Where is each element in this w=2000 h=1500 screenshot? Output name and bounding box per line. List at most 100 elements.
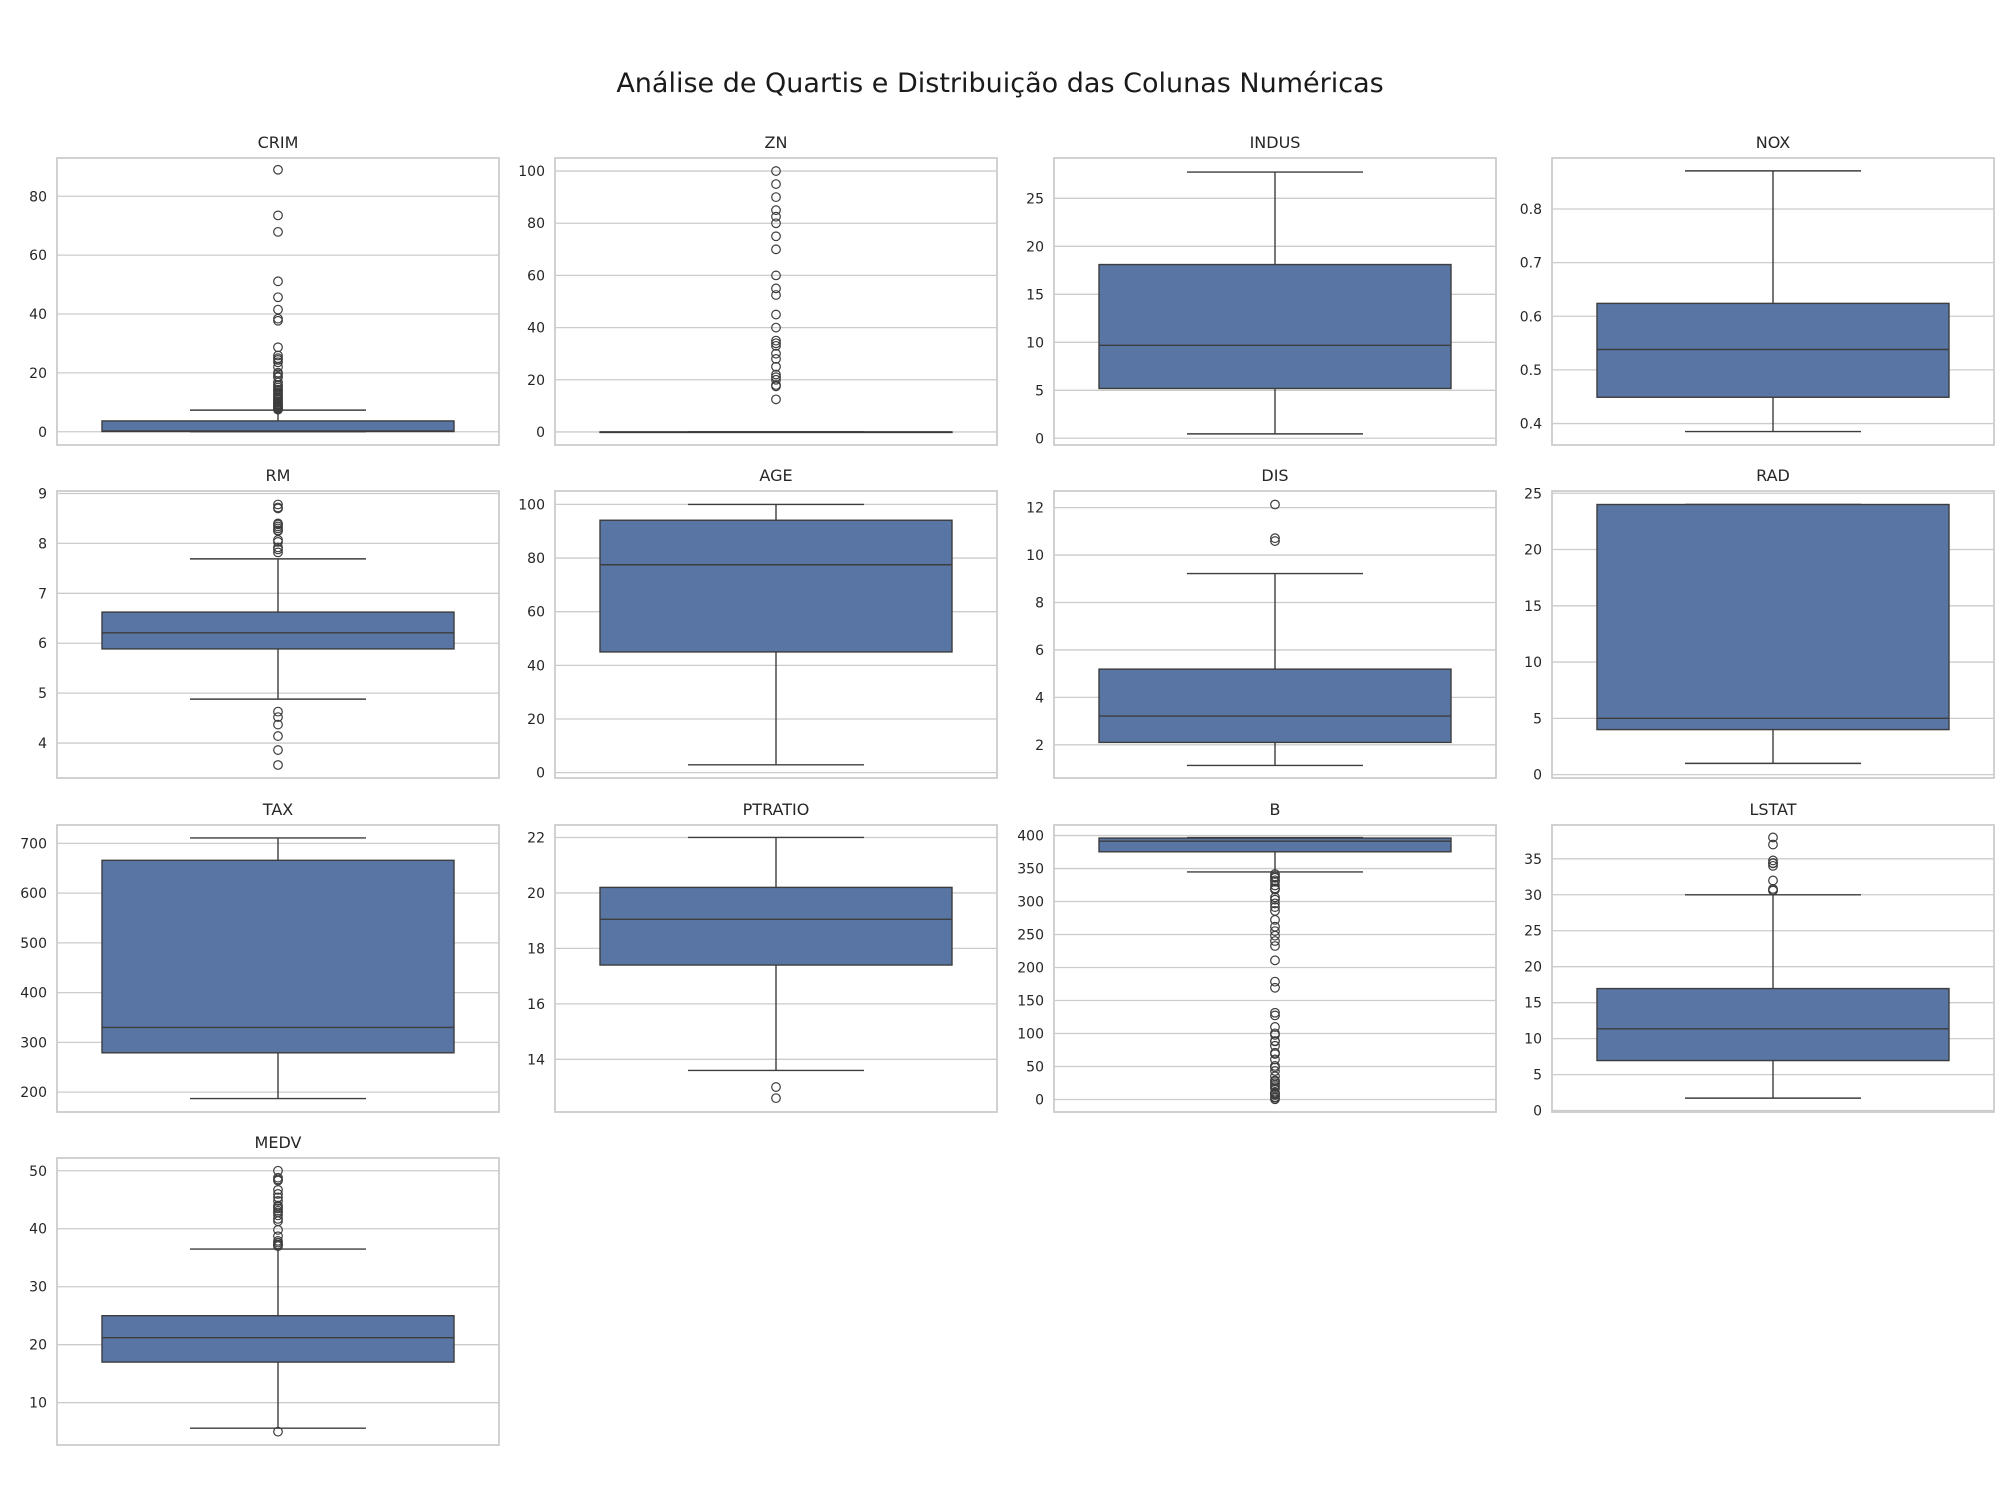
panel-nox: 0.4 0.5 0.6 0.7 0.8 NOX	[1520, 133, 1995, 446]
iqr-box	[1596, 987, 1950, 1062]
outlier-point	[771, 348, 781, 359]
outlier-point	[771, 211, 781, 222]
outlier-point	[273, 1172, 283, 1183]
y-tick-label: 50	[1026, 1059, 1044, 1075]
y-tick-label: 150	[1017, 993, 1044, 1009]
y-tick-label: 0	[38, 425, 47, 441]
outlier-point	[1270, 926, 1280, 936]
outlier-point	[1270, 906, 1280, 916]
panel-medv: 10 20 30 40 50 MEDV	[29, 1133, 500, 1446]
y-tick-label: 10	[1524, 655, 1542, 671]
panel-dis: 2 4 6 8 10 12 DIS	[1026, 466, 1497, 779]
outlier-point	[1270, 1028, 1280, 1039]
panel-title-lstat: LSTAT	[1749, 800, 1796, 819]
outlier-point	[273, 760, 283, 770]
y-tick-label: 600	[20, 886, 47, 902]
outlier-point	[273, 371, 283, 382]
outlier-point	[771, 1082, 781, 1092]
panel-title-b: B	[1270, 800, 1281, 819]
outlier-point	[273, 1426, 283, 1437]
y-tick-label: 30	[1524, 888, 1542, 904]
outlier-point	[771, 372, 781, 383]
outlier-point	[1270, 894, 1280, 905]
outlier-point	[1768, 839, 1778, 850]
outlier-point	[771, 179, 781, 189]
panel-indus: 0 5 10 15 20 25 INDUS	[1026, 133, 1497, 447]
outlier-point	[1768, 858, 1778, 868]
panel-title-zn: ZN	[765, 133, 788, 152]
panel-zn: 0 20 40 60 80 100 ZN	[518, 133, 998, 446]
y-tick-label: 0.4	[1520, 417, 1542, 433]
y-tick-label: 6	[1035, 643, 1044, 659]
outlier-point	[1270, 871, 1280, 882]
outlier-point	[1270, 941, 1280, 951]
panel-crim: 0 20 40 60 80 CRIM	[29, 133, 500, 446]
outlier-point	[1270, 1022, 1280, 1032]
y-tick-label: 20	[29, 1338, 47, 1354]
outlier-point	[771, 322, 781, 333]
outlier-point	[273, 502, 283, 513]
outlier-point	[771, 361, 781, 372]
outlier-point	[273, 1192, 283, 1203]
outlier-point	[1270, 1007, 1280, 1018]
iqr-box	[599, 886, 953, 966]
outlier-point	[273, 353, 283, 364]
outlier-point	[273, 357, 283, 368]
outlier-point	[1270, 536, 1280, 546]
y-tick-label: 6	[38, 636, 47, 652]
outlier-point	[273, 164, 283, 175]
outlier-point	[273, 1236, 283, 1246]
y-tick-label: 40	[29, 307, 47, 323]
outlier-point	[1270, 533, 1280, 544]
outlier-point	[1270, 1054, 1280, 1065]
panel-lstat: 0 5 10 15 20 25 30 35 LSTAT	[1524, 800, 1995, 1120]
y-tick-label: 0.5	[1520, 363, 1542, 379]
y-tick-label: 0	[536, 425, 545, 441]
outlier-point	[273, 1189, 283, 1199]
outlier-point	[1270, 1047, 1280, 1058]
y-tick-label: 12	[1026, 501, 1044, 517]
outlier-point	[1270, 499, 1280, 510]
y-tick-label: 400	[1017, 829, 1044, 845]
y-tick-label: 25	[1524, 486, 1542, 502]
y-tick-label: 15	[1524, 599, 1542, 615]
y-tick-label: 0	[1035, 1092, 1044, 1108]
y-tick-label: 8	[1035, 595, 1044, 611]
y-tick-label: 60	[527, 605, 545, 621]
iqr-box	[599, 519, 953, 653]
outlier-point	[771, 290, 781, 300]
panel-b: 0 50 100 150 200 250 300 350 400 B	[1017, 800, 1497, 1113]
outlier-point	[1270, 1010, 1280, 1021]
outlier-point	[273, 706, 283, 717]
outlier-point	[771, 231, 781, 242]
y-tick-label: 10	[29, 1396, 47, 1412]
panel-rm: 4 5 6 7 8 9 RM	[38, 466, 500, 779]
outlier-point	[273, 712, 283, 723]
y-tick-label: 10	[1026, 335, 1044, 351]
y-tick-label: 18	[527, 941, 545, 957]
outlier-point	[1270, 902, 1280, 912]
outlier-point	[1768, 855, 1778, 866]
y-tick-label: 40	[527, 321, 545, 337]
outlier-point	[1270, 921, 1280, 932]
outlier-point	[771, 380, 781, 390]
y-tick-label: 250	[1017, 928, 1044, 944]
outlier-point	[1270, 1040, 1280, 1051]
y-tick-label: 20	[1524, 960, 1542, 976]
y-tick-label: 100	[518, 164, 545, 180]
y-tick-label: 400	[20, 986, 47, 1002]
outlier-point	[1270, 1060, 1280, 1071]
y-tick-label: 100	[518, 497, 545, 513]
outlier-point	[273, 1184, 283, 1195]
y-tick-label: 5	[1533, 1068, 1542, 1084]
y-tick-label: 40	[527, 658, 545, 674]
y-tick-label: 60	[527, 268, 545, 284]
outlier-point	[771, 340, 781, 351]
y-tick-label: 200	[1017, 961, 1044, 977]
y-tick-label: 22	[527, 830, 545, 846]
y-tick-label: 50	[29, 1164, 47, 1180]
figure-title: Análise de Quartis e Distribuição das Co…	[616, 68, 1384, 99]
outlier-point	[1270, 1075, 1280, 1086]
outlier-point	[771, 1093, 781, 1104]
